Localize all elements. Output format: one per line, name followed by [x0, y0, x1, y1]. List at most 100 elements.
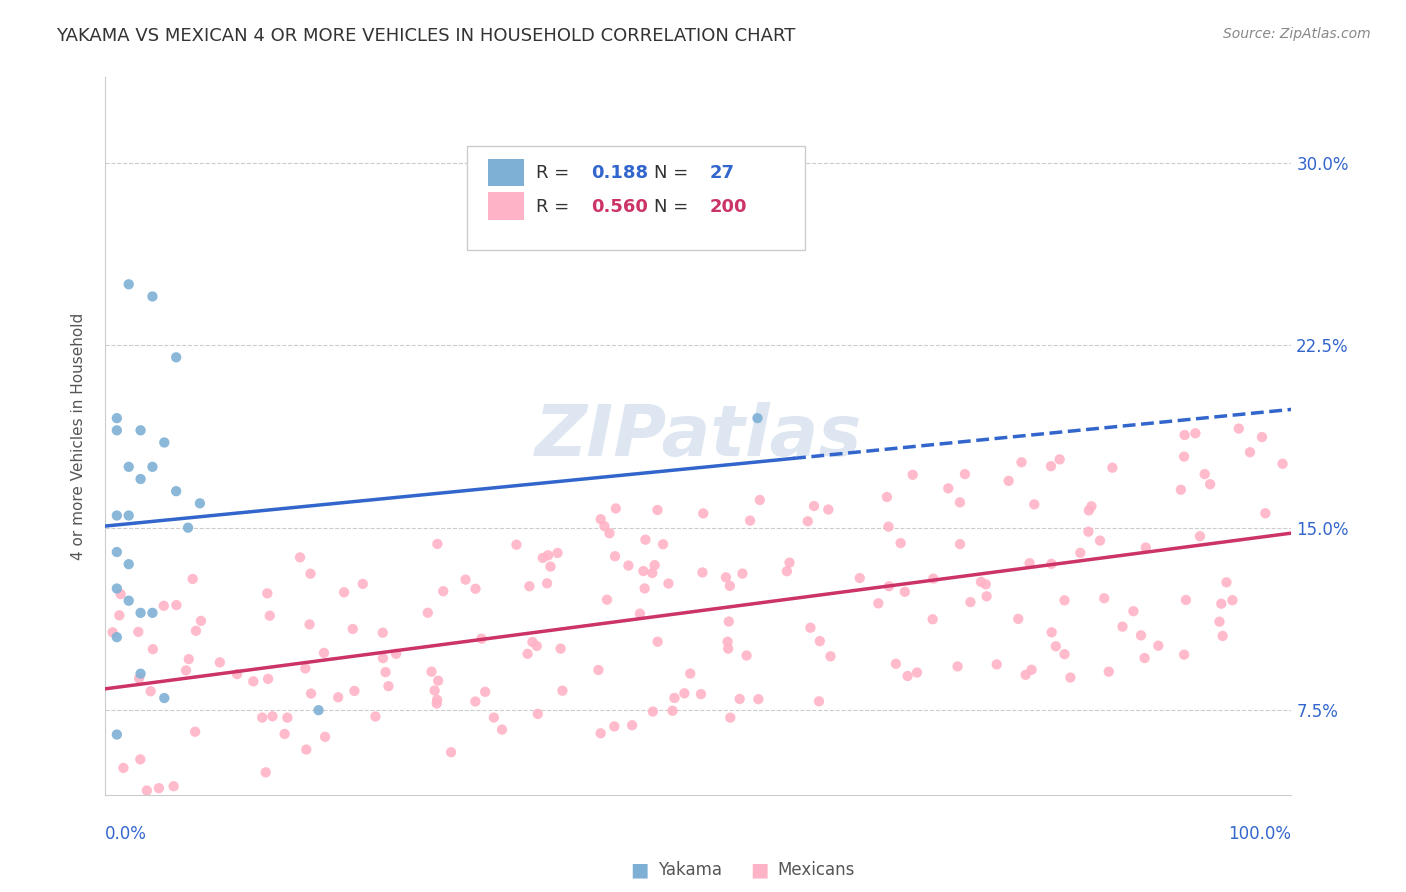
Point: [177, 652, 200, 666]
Point: [371, 625, 394, 640]
Point: [105, 630, 128, 644]
Point: [803, 499, 825, 513]
Point: [1011, 455, 1033, 469]
Point: [165, 484, 187, 499]
Point: [692, 566, 714, 580]
Point: [1184, 426, 1206, 441]
Point: [314, 730, 336, 744]
Point: [747, 692, 769, 706]
Point: [588, 663, 610, 677]
Point: [148, 781, 170, 796]
Y-axis label: 4 or more Vehicles in Household: 4 or more Vehicles in Household: [72, 313, 86, 560]
Point: [868, 596, 890, 610]
Point: [423, 683, 446, 698]
Point: [728, 692, 751, 706]
Point: [596, 592, 619, 607]
Point: [1059, 671, 1081, 685]
Point: [105, 582, 128, 596]
Point: [105, 411, 128, 425]
Point: [342, 622, 364, 636]
Point: [735, 648, 758, 663]
Point: [540, 559, 562, 574]
Point: [112, 761, 135, 775]
Point: [1077, 524, 1099, 539]
Point: [714, 570, 737, 584]
Point: [184, 724, 207, 739]
Point: [593, 519, 616, 533]
Point: [288, 550, 311, 565]
Point: [1188, 529, 1211, 543]
Point: [129, 423, 152, 437]
Point: [141, 606, 163, 620]
Point: [808, 694, 831, 708]
Text: R =: R =: [536, 164, 575, 182]
Point: [273, 727, 295, 741]
Point: [129, 606, 152, 620]
Point: [181, 572, 204, 586]
Point: [128, 671, 150, 685]
Point: [1040, 557, 1063, 571]
Point: [970, 574, 993, 589]
Point: [153, 691, 176, 706]
Point: [377, 679, 399, 693]
Point: [174, 664, 197, 678]
Point: [808, 634, 831, 648]
Point: [1271, 457, 1294, 471]
Point: [1212, 629, 1234, 643]
Point: [256, 586, 278, 600]
Point: [464, 694, 486, 708]
Point: [1098, 665, 1121, 679]
Text: R =: R =: [536, 198, 575, 216]
Point: [328, 690, 350, 705]
Point: [276, 711, 298, 725]
Point: [364, 709, 387, 723]
Point: [105, 727, 128, 741]
Point: [142, 642, 165, 657]
Point: [633, 582, 655, 596]
Point: [162, 779, 184, 793]
Point: [692, 507, 714, 521]
Point: [108, 608, 131, 623]
Point: [897, 669, 920, 683]
Point: [165, 598, 187, 612]
Point: [1222, 593, 1244, 607]
Point: [921, 612, 943, 626]
Point: [129, 472, 152, 486]
Point: [876, 490, 898, 504]
Text: Mexicans: Mexicans: [778, 861, 855, 879]
Point: [605, 501, 627, 516]
Point: [135, 783, 157, 797]
Text: Source: ZipAtlas.com: Source: ZipAtlas.com: [1223, 27, 1371, 41]
Point: [634, 533, 657, 547]
Point: [1133, 651, 1156, 665]
Point: [1215, 575, 1237, 590]
Point: [129, 752, 152, 766]
Point: [986, 657, 1008, 672]
Point: [105, 508, 128, 523]
Point: [432, 584, 454, 599]
Point: [901, 467, 924, 482]
Point: [679, 666, 702, 681]
Point: [1077, 503, 1099, 517]
Point: [717, 641, 740, 656]
Point: [647, 634, 669, 648]
Point: [118, 557, 141, 571]
Point: [550, 641, 572, 656]
Point: [641, 566, 664, 580]
Point: [1040, 459, 1063, 474]
Point: [426, 697, 449, 711]
Point: [1111, 619, 1133, 633]
Point: [482, 710, 505, 724]
Point: [491, 723, 513, 737]
Point: [308, 703, 330, 717]
Point: [333, 585, 356, 599]
Point: [589, 726, 612, 740]
Point: [976, 589, 998, 603]
Point: [127, 624, 149, 639]
Point: [647, 503, 669, 517]
Point: [1045, 640, 1067, 654]
Point: [526, 639, 548, 653]
Point: [129, 666, 152, 681]
Point: [427, 673, 450, 688]
Point: [1194, 467, 1216, 482]
